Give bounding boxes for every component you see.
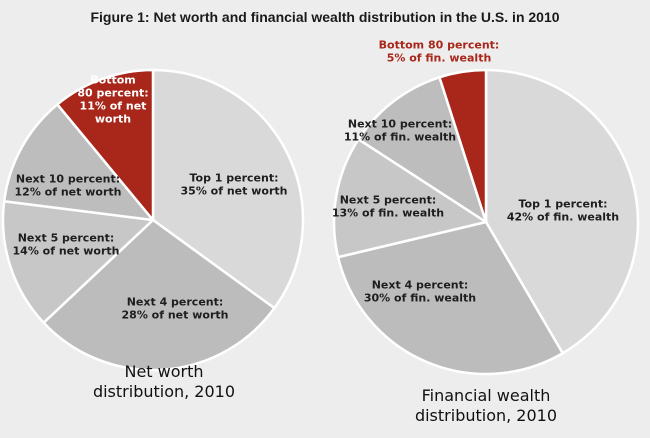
fin-wealth-label-top-1-percent: Top 1 percent: 42% of fin. wealth — [507, 198, 619, 224]
fin-wealth-slice-next-4-percent — [336, 220, 564, 376]
net-worth-caption-line-2: distribution, 2010 — [92, 382, 236, 401]
net-worth-slice-next-4-percent — [42, 218, 276, 372]
net-worth-label-top-1-percent: Top 1 percent: 35% of net worth — [181, 172, 288, 198]
fin-wealth-caption-line-1: Financial wealth — [421, 386, 551, 405]
fin-wealth-caption: Financial wealth distribution, 2010 — [366, 386, 606, 426]
figure-title: Figure 1: Net worth and financial wealth… — [90, 9, 560, 25]
net-worth-slice-bottom-80-percent — [56, 68, 155, 222]
net-worth-label-bottom-80-percent: Bottom 80 percent: 11% of net worth — [77, 74, 148, 126]
net-worth-label-next-10-percent: Next 10 percent: 12% of net worth — [15, 173, 122, 199]
fin-wealth-label-bottom-80-percent: Bottom 80 percent: 5% of fin. wealth — [379, 39, 500, 65]
net-worth-label-next-4-percent: Next 4 percent: 28% of net worth — [122, 296, 229, 322]
fin-wealth-slice-bottom-80-percent — [438, 68, 488, 224]
net-worth-slice-next-5-percent — [1, 199, 155, 324]
fin-wealth-slice-next-5-percent — [332, 138, 488, 259]
fin-wealth-slice-next-10-percent — [357, 76, 488, 224]
net-worth-caption: Net worth distribution, 2010 — [44, 362, 284, 402]
fin-wealth-label-next-10-percent: Next 10 percent: 11% of fin. wealth — [344, 118, 456, 144]
net-worth-slice-top-1-percent — [151, 68, 305, 310]
fin-wealth-caption-line-2: distribution, 2010 — [414, 406, 558, 425]
fin-wealth-label-next-5-percent: Next 5 percent: 13% of fin. wealth — [332, 194, 444, 220]
net-worth-label-next-5-percent: Next 5 percent: 14% of net worth — [13, 232, 120, 258]
net-worth-slice-next-10-percent — [2, 103, 155, 222]
net-worth-caption-line-1: Net worth — [124, 362, 204, 381]
fin-wealth-slice-top-1-percent — [484, 68, 640, 355]
fin-wealth-label-next-4-percent: Next 4 percent: 30% of fin. wealth — [364, 279, 476, 305]
